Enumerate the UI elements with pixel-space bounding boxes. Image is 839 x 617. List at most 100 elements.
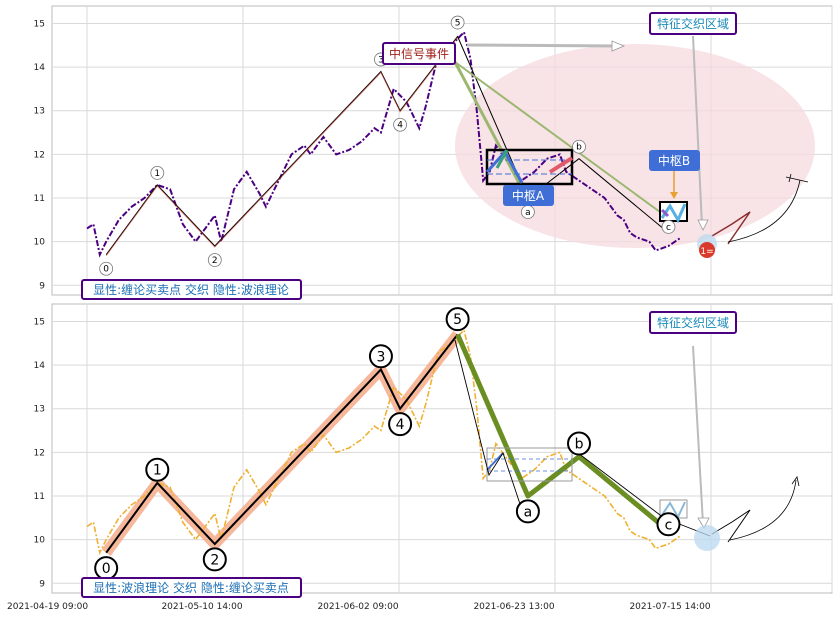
wave-point-label: 4 xyxy=(397,121,403,131)
y-tick-label: 13 xyxy=(34,107,45,117)
bottom-right-extension xyxy=(711,509,751,543)
wave-point-label: 4 xyxy=(396,417,405,433)
wave-point-b: b xyxy=(567,431,592,456)
wave-point-circle xyxy=(207,253,222,267)
signal-event-box: 中信号事件 xyxy=(382,42,456,65)
pivot-a-box xyxy=(485,148,574,186)
top-wave-labels: 0 1 2 3 4 5 a b c xyxy=(99,15,676,276)
bottom-zone-arrowhead xyxy=(697,517,710,529)
wave-point-0: 0 xyxy=(99,261,114,276)
bottom-feature-zone-box: 特征交织区域 xyxy=(649,311,737,334)
bottom-pivot-a-box xyxy=(486,447,573,482)
wave-point-4: 4 xyxy=(393,117,408,132)
top-feature-zone-box: 特征交织区域 xyxy=(649,12,737,35)
top-zone-arrow xyxy=(692,35,703,227)
bottom-price-line xyxy=(86,328,682,556)
top-signal-arrow xyxy=(466,43,621,48)
x-tick-label: 2021-04-19 09:00 xyxy=(7,602,88,612)
top-signal-arrowhead xyxy=(611,40,626,52)
wave-point-4: 4 xyxy=(388,412,413,437)
signal-event-label: 中信号事件 xyxy=(389,46,449,61)
wave-point-a: a xyxy=(515,499,540,524)
bottom-caption-box: 显性:波浪理论 交织 隐性:缠论买卖点 xyxy=(81,577,302,598)
top-price-line xyxy=(86,30,682,258)
wave-point-label: 1 xyxy=(153,463,162,479)
wave-point-c: c xyxy=(661,220,676,234)
top-down-leg-green xyxy=(453,61,522,186)
top-projection-arc xyxy=(727,179,801,243)
wave-point-1: 1 xyxy=(150,166,165,180)
bottom-x-ticks: 2021-04-19 09:00 2021-05-10 14:00 2021-06-… xyxy=(7,602,711,612)
bottom-projection-arc xyxy=(729,479,797,541)
x-tick-label: 2021-06-23 13:00 xyxy=(473,602,554,612)
y-tick-label: 13 xyxy=(34,405,45,415)
top-buy-point-label: 1= xyxy=(700,247,713,257)
bottom-correction-line xyxy=(455,333,671,533)
bottom-end-halo xyxy=(694,525,720,551)
wave-point-circle xyxy=(368,344,393,369)
bottom-pivot-b-stroke xyxy=(661,501,686,520)
bottom-feature-zone-label: 特征交织区域 xyxy=(657,315,729,330)
wave-point-a: a xyxy=(520,205,535,219)
top-pivot-b-arrowhead xyxy=(670,192,678,199)
wave-point-3: 3 xyxy=(368,344,393,369)
wave-point-circle xyxy=(145,457,170,482)
bottom-projection-arrowhead xyxy=(791,476,800,487)
top-wave-shadow xyxy=(105,37,458,256)
x-tick-label: 2021-07-15 14:00 xyxy=(629,602,710,612)
bottom-impulse-line xyxy=(105,333,459,554)
wave-point-c: c xyxy=(656,512,681,537)
wave-point-circle xyxy=(202,547,227,572)
bottom-caption: 显性:波浪理论 交织 隐性:缠论买卖点 xyxy=(93,580,289,595)
bottom-fine-wave xyxy=(454,339,523,511)
top-feature-zone-label: 特征交织区域 xyxy=(657,16,729,31)
wave-point-label: c xyxy=(666,223,671,233)
wave-point-2: 2 xyxy=(207,253,222,267)
wave-point-circle xyxy=(661,220,676,234)
wave-point-circle xyxy=(656,512,681,537)
pivot-b-tag: 中枢B xyxy=(649,150,700,171)
wave-point-5: 5 xyxy=(450,15,465,30)
top-projection-tick-2 xyxy=(788,173,792,183)
wave-point-circle xyxy=(99,261,114,276)
y-tick-label: 11 xyxy=(34,194,45,204)
wave-point-label: b xyxy=(575,437,584,453)
pivot-b-stroke-purple xyxy=(660,208,670,218)
x-tick-label: 2021-05-10 14:00 xyxy=(161,602,242,612)
y-tick-label: 15 xyxy=(34,19,45,29)
top-caption-box: 显性:缠论买卖点 交织 隐性:波浪理论 xyxy=(81,279,302,300)
pivot-b-label: 中枢B xyxy=(658,153,690,168)
top-buy-point-marker xyxy=(699,242,715,258)
wave-point-circle xyxy=(150,166,165,180)
wave-point-label: 1 xyxy=(154,169,160,179)
wave-point-5: 5 xyxy=(445,307,470,332)
wave-point-b: b xyxy=(572,139,586,154)
y-tick-label: 10 xyxy=(34,238,46,248)
wave-point-label: 5 xyxy=(453,312,462,328)
y-tick-label: 10 xyxy=(34,536,46,546)
y-tick-label: 14 xyxy=(34,361,46,371)
pivot-a-label: 中枢A xyxy=(512,188,545,203)
wave-point-circle xyxy=(445,307,470,332)
wave-point-label: 0 xyxy=(103,265,109,275)
wave-point-circle xyxy=(450,15,465,30)
wave-point-label: 3 xyxy=(378,55,384,65)
wave-point-circle xyxy=(393,117,408,132)
pivot-a-tag: 中枢A xyxy=(503,185,554,206)
wave-point-label: c xyxy=(665,517,673,533)
top-feature-zone xyxy=(455,44,815,248)
wave-point-circle xyxy=(515,499,540,524)
wave-point-label: a xyxy=(524,504,533,520)
pivot-a-stroke-green xyxy=(495,149,509,169)
y-tick-label: 15 xyxy=(34,317,45,327)
wave-point-0: 0 xyxy=(94,556,119,581)
bottom-y-ticks: 9 10 11 12 13 14 15 xyxy=(34,317,46,589)
top-right-extension xyxy=(711,211,751,245)
x-tick-label: 2021-06-02 09:00 xyxy=(317,602,398,612)
wave-point-label: 5 xyxy=(455,19,461,29)
bottom-zone-arrow xyxy=(692,345,704,525)
y-tick-label: 11 xyxy=(34,492,45,502)
